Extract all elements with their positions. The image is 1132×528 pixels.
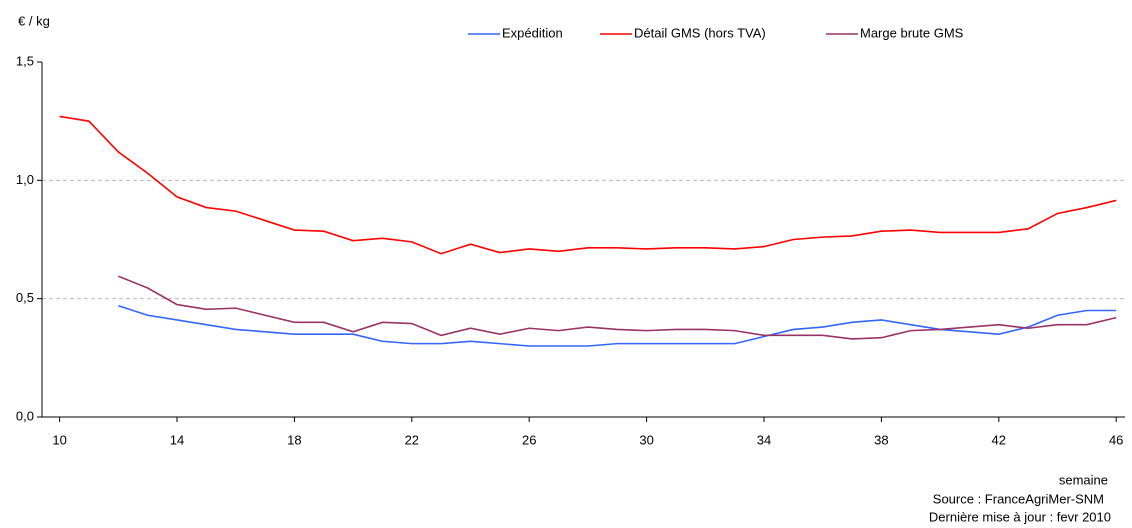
x-tick-label: 26 xyxy=(522,432,536,447)
y-tick-label: 1,5 xyxy=(16,53,34,68)
legend-label: Détail GMS (hors TVA) xyxy=(634,25,766,40)
x-tick-label: 10 xyxy=(52,432,66,447)
legend-label: Marge brute GMS xyxy=(860,25,964,40)
x-axis-label: semaine xyxy=(1059,472,1108,487)
y-tick-label: 1,0 xyxy=(16,172,34,187)
y-tick-label: 0,0 xyxy=(16,408,34,423)
y-tick-label: 0,5 xyxy=(16,290,34,305)
x-tick-label: 30 xyxy=(639,432,653,447)
x-tick-label: 14 xyxy=(170,432,184,447)
x-tick-label: 34 xyxy=(757,432,771,447)
legend-label: Expédition xyxy=(502,25,563,40)
y-axis-label: € / kg xyxy=(18,13,50,28)
x-tick-label: 22 xyxy=(405,432,419,447)
x-tick-label: 42 xyxy=(992,432,1006,447)
source: Source : FranceAgriMer-SNM xyxy=(933,491,1104,506)
series-line xyxy=(118,275,1117,340)
x-tick-label: 46 xyxy=(1109,432,1123,447)
x-tick-label: 38 xyxy=(874,432,888,447)
series-line xyxy=(59,115,1117,255)
series-line xyxy=(118,305,1117,347)
update-note: Dernière mise à jour : fevr 2010 xyxy=(929,509,1111,524)
x-tick-label: 18 xyxy=(287,432,301,447)
